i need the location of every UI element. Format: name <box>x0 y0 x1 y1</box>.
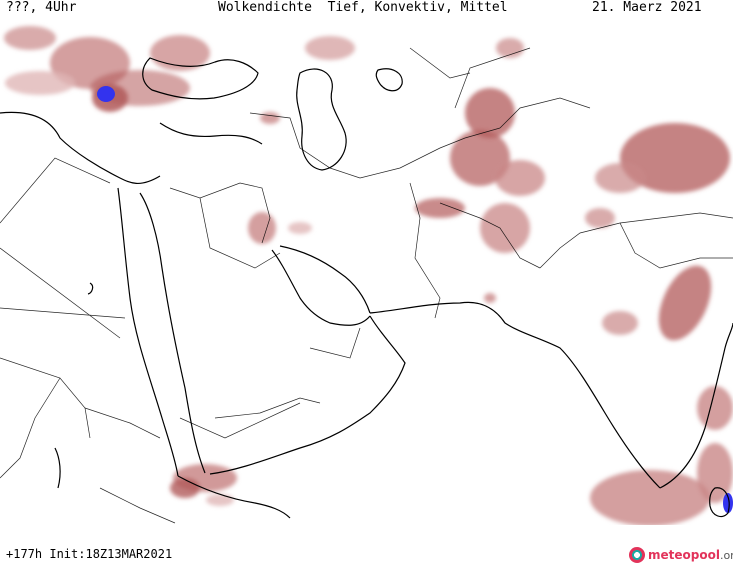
forecast-time-label: ???, 4Uhr <box>6 0 77 15</box>
meteopool-logo-icon <box>629 547 645 563</box>
forecast-date: 21. Maerz 2021 <box>592 0 702 15</box>
logo-tld: .org <box>719 549 733 562</box>
logo-wordmark: meteopool.org <box>648 548 733 562</box>
coastlines <box>0 57 733 519</box>
meteopool-logo[interactable]: meteopool.org <box>629 545 733 565</box>
cloud-layer <box>4 26 733 525</box>
heavy-cloud-cores <box>97 86 733 513</box>
map-title: Wolkendichte Tief, Konvektiv, Mittel <box>218 0 508 15</box>
country-borders <box>0 47 733 524</box>
logo-name: meteopool <box>648 548 720 562</box>
model-run-info: +177h Init:18Z13MAR2021 <box>6 547 173 561</box>
cloud-density-map <box>0 26 733 525</box>
